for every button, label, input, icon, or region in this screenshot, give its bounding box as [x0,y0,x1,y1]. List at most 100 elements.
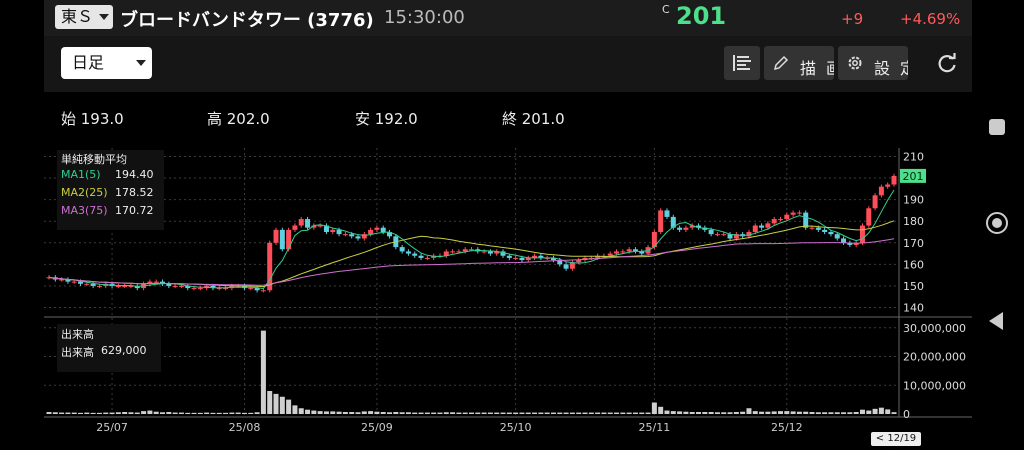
volume-bar [254,412,260,414]
candle-body [84,283,90,285]
candle-body [185,285,191,289]
ma3-legend-label: MA3(75) [61,204,108,217]
candle-body [216,288,222,290]
candle-body [563,264,569,269]
candle-body [519,257,525,261]
volume-bar [229,412,235,414]
candle-body [387,232,393,237]
refresh-icon[interactable] [936,53,958,75]
candle-body [847,242,853,245]
draw-button[interactable]: 描画 [764,46,834,80]
candle-body [683,227,689,230]
volume-bar [450,412,456,414]
volume-bar [651,402,657,414]
volume-bar [172,412,178,414]
price-volume-chart[interactable]: 140150160170180190200210010,000,00020,00… [44,144,972,450]
candle-body [702,227,708,230]
recent-apps-icon[interactable] [989,119,1005,135]
volume-bar [418,412,424,414]
candle-body [279,229,285,250]
volume-bar [866,410,872,414]
volume-bar [355,412,361,414]
candle-body [424,257,430,259]
indicator-list-icon [733,55,751,71]
volume-bar [424,412,430,414]
volume-bar [721,412,727,414]
close-value: 終 201.0 [502,110,565,128]
volume-tick-label: 20,000,000 [903,351,966,364]
volume-bar [746,408,752,414]
volume-bar [380,411,386,414]
candle-body [469,249,474,251]
candle-body [557,260,563,265]
period-select[interactable]: 日足 [61,47,152,79]
high-value: 高 202.0 [207,110,270,128]
volume-bar [777,411,783,414]
volume-bar [645,412,651,414]
candle-body [456,251,462,253]
volume-bar [286,399,292,414]
volume-bar [790,411,796,414]
candle-body [78,281,84,284]
candle-body [267,242,273,291]
volume-bar [456,412,462,414]
candle-body [71,281,77,283]
candle-body [349,234,355,237]
volume-bar [178,412,184,414]
volume-bar [784,411,790,414]
candle-body [380,227,386,232]
month-label: 25/09 [361,421,393,434]
candle-body [412,253,418,256]
volume-bar [696,411,702,414]
candle-body [626,249,632,252]
volume-bar [393,411,399,414]
candle-body [115,285,121,287]
candle-body [828,232,834,235]
volume-bar [84,412,90,414]
candle-body [96,285,102,287]
volume-bar [752,411,758,414]
home-icon[interactable] [986,212,1008,234]
volume-bar [241,412,247,414]
candle-body [513,257,519,259]
volume-bar [305,409,311,414]
candle-body [368,229,374,235]
volume-bar [90,412,96,414]
candle-body [494,251,500,254]
volume-bar [765,411,771,414]
volume-bar [519,412,525,414]
candle-body [330,229,336,232]
market-select[interactable]: 東Ｓ [55,5,113,29]
header-bar: 東Ｓ ブロードバンドタワー (3776) 15:30:00 C 201 +9 +… [44,0,972,36]
volume-legend: 出来高 出来高 629,000 [57,324,161,372]
volume-bar [891,412,897,414]
volume-bar [191,412,197,414]
volume-bar [185,412,191,414]
indicator-button[interactable] [724,46,760,80]
back-icon[interactable] [989,312,1003,330]
candle-body [752,225,758,232]
volume-bar [822,412,828,414]
volume-bar [771,411,777,414]
candle-body [538,255,544,258]
open-value: 始 193.0 [61,110,124,128]
volume-bar [878,407,884,414]
candle-body [891,175,897,185]
volume-bar [323,411,329,414]
candle-body [525,257,531,261]
volume-bar [462,412,468,414]
price-tick-label: 150 [903,280,924,293]
candle-body [859,225,865,243]
chevron-down-icon [136,60,146,66]
volume-bar [809,411,815,414]
settings-button[interactable]: 設定 [838,46,908,80]
volume-tick-label: 10,000,000 [903,379,966,392]
candle-body [298,219,304,226]
candle-body [746,232,752,237]
volume-bar [115,412,121,414]
candle-body [651,232,657,248]
chevron-down-icon [99,14,109,20]
volume-bar [708,411,714,414]
volume-bar [664,410,670,414]
date-cursor-tag[interactable]: < 12/19 > [871,432,921,450]
